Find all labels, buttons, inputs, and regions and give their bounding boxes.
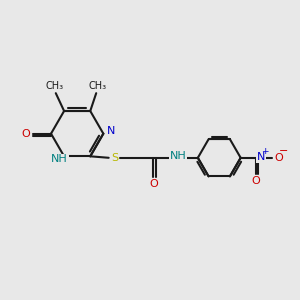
Text: NH: NH bbox=[51, 154, 68, 164]
Text: O: O bbox=[251, 176, 260, 186]
Text: O: O bbox=[274, 153, 283, 163]
Text: O: O bbox=[149, 178, 158, 189]
Text: S: S bbox=[112, 153, 119, 163]
Text: N: N bbox=[106, 126, 115, 136]
Text: N: N bbox=[257, 152, 265, 162]
Text: CH₃: CH₃ bbox=[88, 81, 107, 91]
Text: O: O bbox=[22, 129, 30, 139]
Text: CH₃: CH₃ bbox=[45, 81, 63, 91]
Text: −: − bbox=[278, 146, 288, 156]
Text: +: + bbox=[261, 147, 269, 156]
Text: NH: NH bbox=[169, 151, 186, 161]
